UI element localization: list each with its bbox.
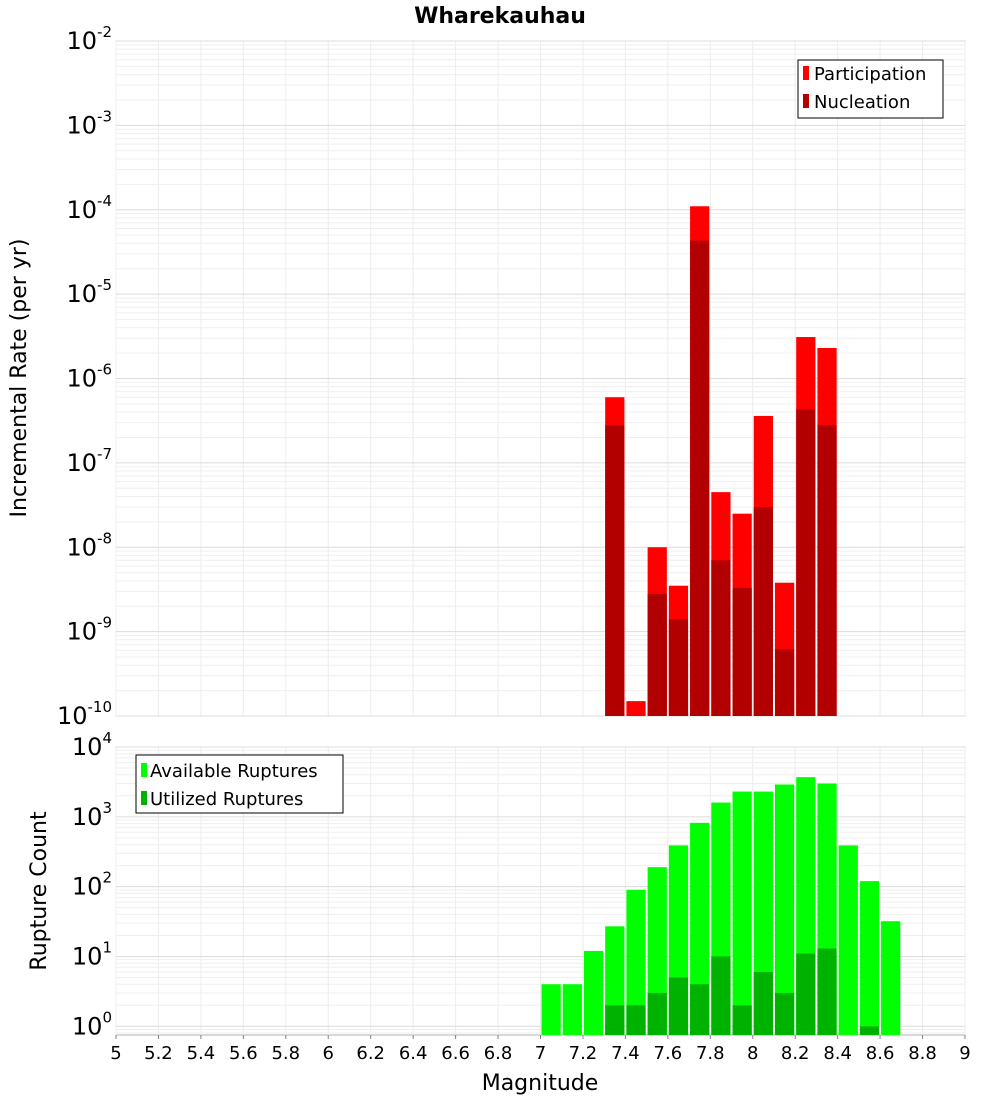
bar-utilized-ruptures [817, 948, 837, 1035]
legend-swatch-nucleation [803, 94, 809, 108]
bar-utilized-ruptures [711, 956, 731, 1035]
bar-utilized-ruptures [626, 1005, 646, 1035]
bar-available-ruptures [541, 984, 561, 1035]
bar-available-ruptures [774, 784, 795, 1035]
x-tick-label: 8.8 [908, 1043, 937, 1064]
count-legend: Available Ruptures Utilized Ruptures [135, 754, 344, 814]
bar-utilized-ruptures [796, 953, 816, 1035]
bar-available-ruptures [583, 950, 604, 1035]
x-tick-label: 7 [535, 1043, 546, 1064]
chart-title: Wharekauhau [414, 4, 586, 29]
x-tick-label: 8.6 [866, 1043, 895, 1064]
bar-nucleation [690, 240, 710, 717]
legend-label-nucleation: Nucleation [814, 92, 910, 113]
bar-nucleation [647, 593, 667, 716]
x-tick-label: 6.8 [484, 1043, 513, 1064]
bar-nucleation [605, 425, 625, 716]
rate-y-tick-label: 10-6 [66, 361, 112, 393]
x-tick-label: 5.2 [144, 1043, 173, 1064]
x-tick-label: 8.4 [823, 1043, 852, 1064]
bar-participation [626, 701, 646, 716]
bar-nucleation [711, 560, 731, 716]
bar-utilized-ruptures [647, 992, 667, 1035]
count-y-tick-label: 102 [72, 869, 112, 901]
rate-grid [115, 40, 966, 717]
bar-nucleation [753, 506, 773, 716]
bar-utilized-ruptures [605, 1005, 625, 1035]
bar-nucleation [668, 619, 689, 716]
x-tick-label: 6 [323, 1043, 334, 1064]
count-bars [541, 777, 901, 1035]
x-tick-label: 8.2 [781, 1043, 810, 1064]
rate-y-tick-label: 10-3 [66, 107, 112, 139]
legend-label-utilized: Utilized Ruptures [150, 789, 303, 810]
x-tick-label: 7.6 [654, 1043, 683, 1064]
bar-nucleation [732, 587, 752, 716]
x-tick-label: 8 [747, 1043, 758, 1064]
bar-available-ruptures [838, 845, 858, 1035]
count-x-ticks: 5 5.2 5.4 5.6 5.8 6 6.2 6.4 6.6 6.8 7 7.2 7.4 7.6 7.8 8… [110, 1035, 971, 1064]
legend-swatch-available [141, 763, 147, 777]
count-y-tick-label: 104 [72, 729, 112, 761]
bar-available-ruptures [690, 822, 710, 1035]
bar-available-ruptures [859, 881, 880, 1035]
count-y-tick-label: 100 [72, 1008, 112, 1040]
x-tick-label: 6.6 [441, 1043, 470, 1064]
rate-y-tick-label: 10-9 [66, 614, 112, 646]
bar-available-ruptures [626, 889, 646, 1035]
legend-label-available: Available Ruptures [150, 761, 318, 782]
rate-y-tick-label: 10-7 [66, 445, 112, 477]
bar-utilized-ruptures [774, 992, 795, 1035]
count-y-axis-label: Rupture Count [27, 811, 52, 971]
bar-nucleation [774, 649, 795, 716]
bar-utilized-ruptures [859, 1026, 880, 1035]
x-tick-label: 6.2 [356, 1043, 385, 1064]
x-tick-label: 6.4 [399, 1043, 428, 1064]
bar-utilized-ruptures [732, 1005, 752, 1035]
rate-y-axis-label: Incremental Rate (per yr) [7, 239, 32, 518]
legend-swatch-participation [803, 66, 809, 80]
rate-y-ticks: 10-10 10-9 10-8 10-7 10-6 10-5 10-4 10-3 10-2 [57, 23, 112, 730]
bar-nucleation [817, 425, 837, 716]
x-tick-label: 9 [959, 1043, 970, 1064]
bar-utilized-ruptures [668, 977, 689, 1035]
bar-available-ruptures [562, 984, 582, 1035]
bar-available-ruptures [732, 791, 752, 1035]
x-tick-label: 5.6 [229, 1043, 258, 1064]
legend-swatch-utilized [141, 791, 147, 805]
count-y-tick-label: 103 [72, 799, 112, 831]
x-tick-label: 7.2 [569, 1043, 598, 1064]
x-tick-label: 7.4 [611, 1043, 640, 1064]
rate-legend: Participation Nucleation [797, 59, 944, 119]
x-tick-label: 5.8 [271, 1043, 300, 1064]
x-axis-label: Magnitude [482, 1071, 599, 1096]
bar-utilized-ruptures [690, 984, 710, 1035]
bar-nucleation [796, 409, 816, 716]
legend-label-participation: Participation [814, 64, 926, 85]
bar-available-ruptures [881, 921, 901, 1035]
rate-y-tick-label: 10-4 [66, 192, 112, 224]
x-tick-label: 5.4 [187, 1043, 216, 1064]
rate-y-tick-label: 10-8 [66, 529, 112, 561]
x-tick-label: 7.8 [696, 1043, 725, 1064]
count-y-tick-label: 101 [72, 938, 112, 970]
rate-y-tick-label: 10-10 [57, 698, 112, 730]
rate-bars [605, 206, 837, 717]
rate-y-tick-label: 10-5 [66, 276, 112, 308]
count-y-ticks: 100 101 102 103 104 [72, 729, 112, 1040]
bar-utilized-ruptures [753, 971, 773, 1035]
rate-y-tick-label: 10-2 [66, 23, 112, 55]
x-tick-label: 5 [110, 1043, 121, 1064]
